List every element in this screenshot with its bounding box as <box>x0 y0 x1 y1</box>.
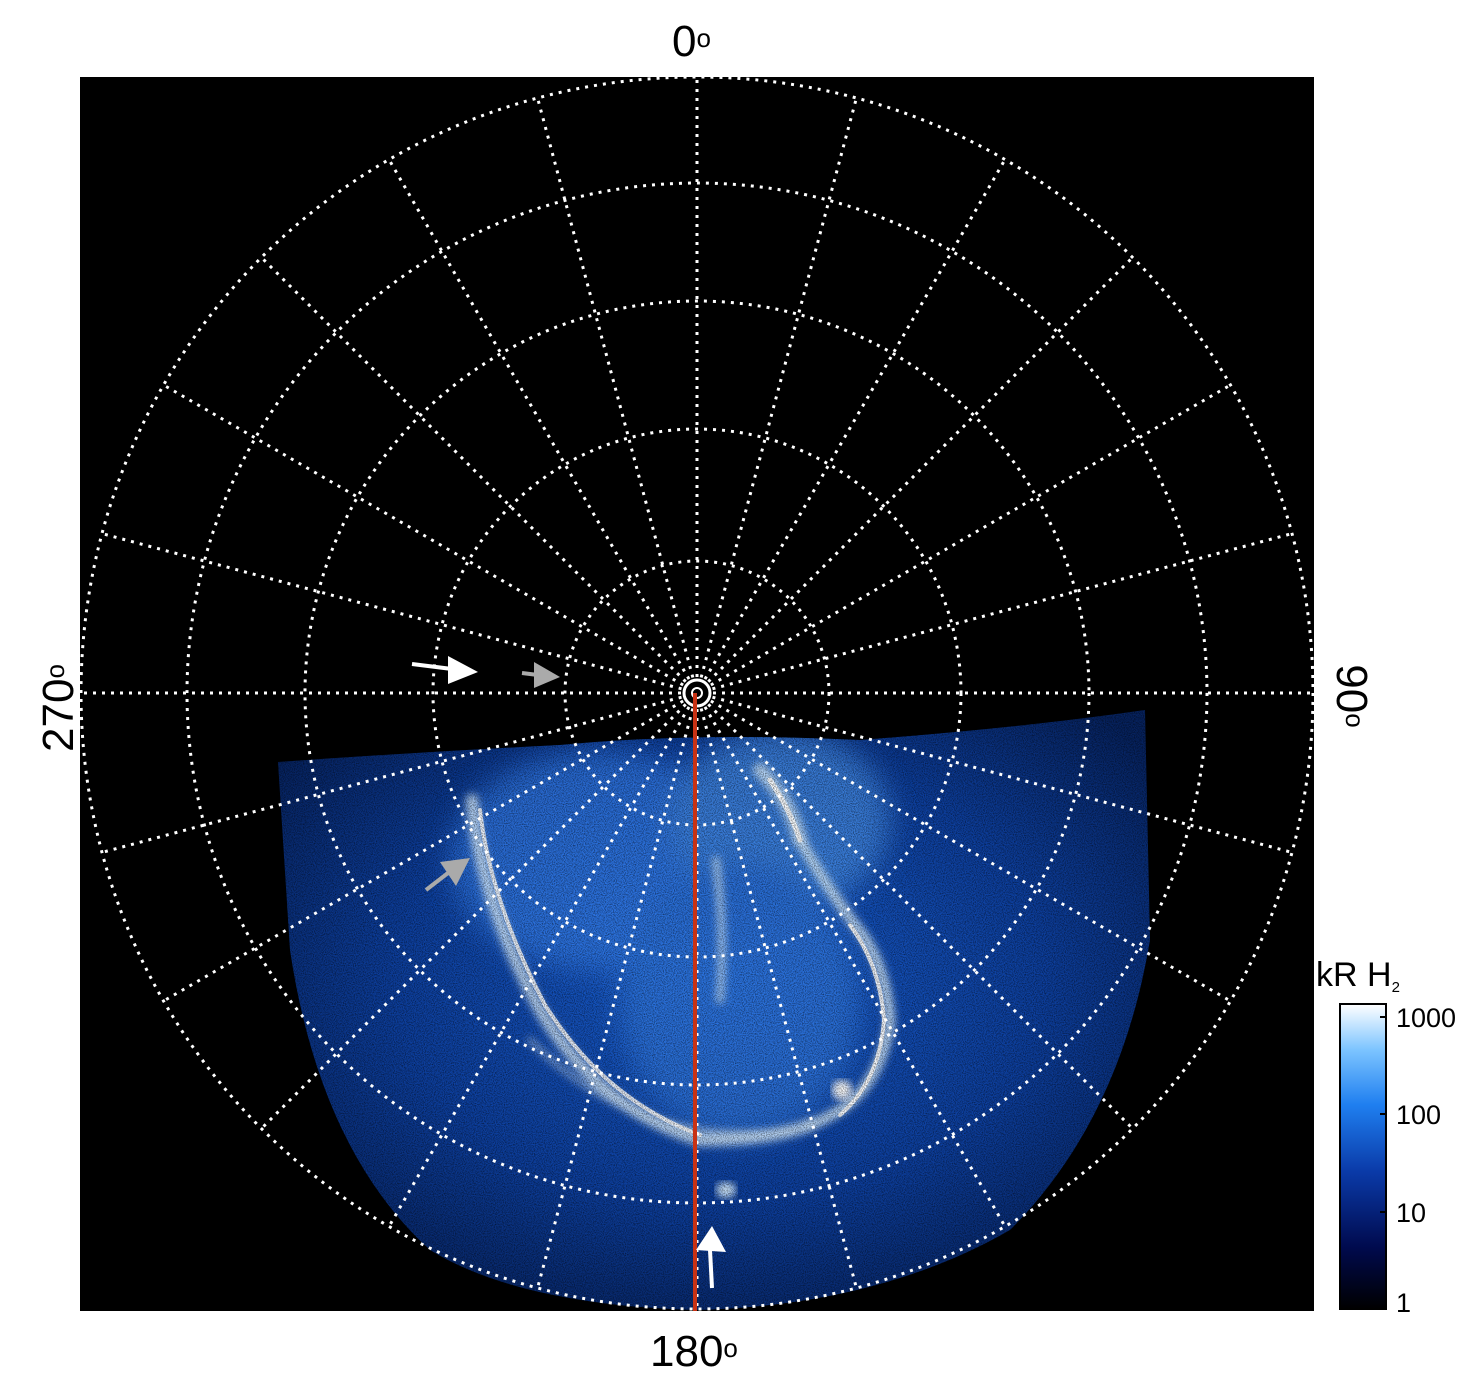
longitude-line <box>260 703 687 1130</box>
longitude-line <box>536 97 695 678</box>
colorbar-ticks <box>1380 1016 1386 1310</box>
arrow-white-bottom-icon <box>696 1226 726 1289</box>
arrow-gray-left-icon <box>521 662 560 688</box>
latitude-circle <box>80 77 1314 1311</box>
longitude-line <box>387 158 691 680</box>
aurora-emission-cap <box>278 710 1150 1310</box>
longitude-line <box>101 695 682 854</box>
label-270-deg: 270o <box>34 664 83 752</box>
latitude-circle <box>303 299 1091 1087</box>
longitude-line <box>260 256 687 683</box>
label-0-deg: 0o <box>672 17 711 66</box>
colorbar-title: kR H2 <box>1316 956 1400 996</box>
longitude-line <box>162 699 684 1003</box>
longitude-line <box>387 706 691 1228</box>
longitude-line <box>710 699 1232 1003</box>
colorbar-tick-label: 100 <box>1396 1100 1442 1130</box>
longitude-line <box>707 256 1134 683</box>
longitude-line <box>707 703 1134 1130</box>
longitude-line <box>712 532 1293 691</box>
longitude-line <box>703 706 1007 1228</box>
longitude-line <box>101 532 682 691</box>
longitude-line <box>712 695 1293 854</box>
label-180-deg: 180o <box>650 1327 738 1376</box>
longitude-line <box>536 708 695 1289</box>
arrow-white-left-icon <box>411 656 478 684</box>
label-90-deg: 90o <box>1327 664 1376 728</box>
colorbar-tick-label: 10 <box>1396 1198 1427 1228</box>
colorbar-tick-label: 1000 <box>1396 1003 1457 1033</box>
longitude-line <box>699 97 858 678</box>
longitude-line <box>710 383 1232 687</box>
longitude-line <box>699 708 858 1289</box>
longitude-line <box>703 158 1007 680</box>
arrow-gray-lower-icon <box>424 858 470 892</box>
colorbar-tick-label: 1 <box>1396 1288 1412 1318</box>
longitude-line <box>162 383 684 687</box>
colorbar <box>1339 1003 1387 1310</box>
